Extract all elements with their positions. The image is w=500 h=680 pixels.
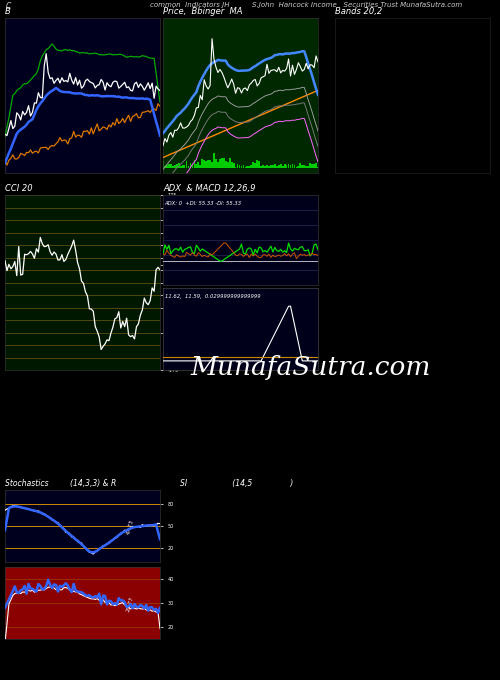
Bar [196, 164, 197, 168]
Text: Stochastics         (14,3,3) & R: Stochastics (14,3,3) & R [5, 479, 116, 488]
Bar [198, 162, 199, 168]
Bar [200, 165, 201, 168]
Bar [238, 165, 240, 168]
Bar [288, 165, 290, 168]
Bar [306, 166, 307, 168]
Bar [176, 164, 178, 168]
Text: SI                   (14,5                ): SI (14,5 ) [180, 479, 293, 488]
Bar [244, 167, 246, 168]
Bar [164, 166, 166, 168]
Bar [231, 163, 232, 168]
Bar [256, 160, 258, 168]
Bar [268, 166, 270, 168]
Bar [302, 165, 303, 168]
Bar [242, 165, 244, 168]
Bar [246, 166, 248, 168]
Bar [276, 166, 278, 168]
Bar [286, 165, 288, 168]
Bar [262, 165, 264, 168]
Bar [188, 165, 190, 168]
Bar [266, 165, 268, 168]
Bar [207, 160, 209, 168]
Bar [274, 164, 276, 168]
Bar [186, 161, 188, 168]
Bar [252, 162, 254, 168]
Bar [223, 158, 224, 168]
Bar [258, 160, 260, 168]
Bar [172, 167, 174, 168]
Bar [282, 166, 284, 168]
Bar [211, 163, 213, 168]
Text: 47.73: 47.73 [126, 520, 135, 536]
Text: common  Indicators JH          S.John  Hancock Income   Securities Trust MunafaS: common Indicators JH S.John Hancock Inco… [150, 2, 462, 8]
Bar [292, 165, 294, 168]
Bar [315, 163, 317, 168]
Bar [229, 158, 230, 168]
Bar [317, 167, 319, 168]
Bar [209, 160, 211, 168]
Bar [264, 166, 266, 168]
Bar [221, 158, 222, 168]
Text: ADX: 0  +DI: 55.33 -DI: 55.33: ADX: 0 +DI: 55.33 -DI: 55.33 [164, 201, 242, 206]
Bar [184, 165, 186, 168]
Bar [202, 158, 203, 168]
Bar [300, 163, 301, 168]
Bar [219, 159, 221, 168]
Bar [194, 160, 196, 168]
Text: C: C [6, 2, 12, 11]
Text: 29.77: 29.77 [126, 596, 135, 613]
Bar [225, 161, 226, 168]
Bar [240, 166, 242, 168]
Bar [174, 165, 176, 168]
Bar [233, 163, 234, 168]
Bar [260, 167, 262, 168]
Text: CCI 20: CCI 20 [5, 184, 32, 193]
Text: B: B [5, 7, 11, 16]
Bar [182, 165, 184, 168]
Bar [284, 165, 286, 168]
Bar [215, 160, 217, 168]
Bar [217, 162, 219, 168]
Bar [304, 165, 305, 168]
Bar [234, 167, 236, 168]
Bar [227, 163, 228, 168]
Bar [192, 164, 194, 168]
Bar [280, 164, 281, 168]
Bar [270, 165, 272, 168]
Bar [296, 167, 298, 168]
Text: 11.62,  11.59,  0.029999999999999: 11.62, 11.59, 0.029999999999999 [164, 294, 260, 299]
Bar [168, 164, 170, 168]
Bar [213, 152, 215, 168]
Bar [204, 160, 205, 168]
Bar [248, 167, 250, 168]
Bar [178, 163, 180, 168]
Bar [162, 160, 164, 168]
Bar [170, 165, 172, 168]
Text: Price,  Bbinger  MA: Price, Bbinger MA [163, 7, 242, 16]
Bar [236, 164, 238, 168]
Bar [166, 165, 168, 168]
Bar [250, 165, 252, 168]
Bar [298, 167, 300, 168]
Bar [310, 163, 311, 168]
Bar [294, 165, 296, 168]
Bar [180, 166, 182, 168]
Bar [190, 163, 192, 168]
Bar [311, 165, 313, 168]
Text: ADX  & MACD 12,26,9: ADX & MACD 12,26,9 [163, 184, 256, 193]
Text: MunafaSutra.com: MunafaSutra.com [190, 355, 430, 379]
Text: Bands 20,2: Bands 20,2 [335, 7, 382, 16]
Bar [206, 161, 207, 168]
Bar [278, 165, 280, 168]
Bar [290, 165, 292, 168]
Bar [254, 163, 256, 168]
Bar [272, 165, 274, 168]
Bar [308, 166, 309, 168]
Bar [313, 165, 315, 168]
